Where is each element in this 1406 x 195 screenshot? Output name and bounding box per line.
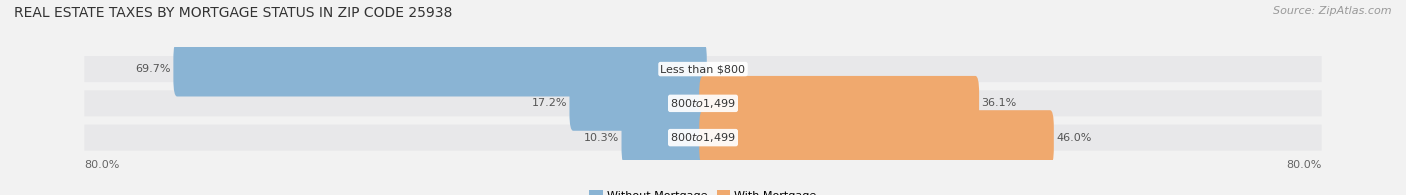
- Text: 10.3%: 10.3%: [583, 133, 619, 143]
- Text: 80.0%: 80.0%: [1286, 160, 1322, 170]
- FancyBboxPatch shape: [84, 56, 1322, 82]
- FancyBboxPatch shape: [173, 42, 707, 97]
- Text: Source: ZipAtlas.com: Source: ZipAtlas.com: [1274, 6, 1392, 16]
- Text: Less than $800: Less than $800: [661, 64, 745, 74]
- FancyBboxPatch shape: [699, 110, 1054, 165]
- Text: 46.0%: 46.0%: [1056, 133, 1091, 143]
- Legend: Without Mortgage, With Mortgage: Without Mortgage, With Mortgage: [585, 186, 821, 195]
- Text: $800 to $1,499: $800 to $1,499: [671, 131, 735, 144]
- FancyBboxPatch shape: [621, 110, 707, 165]
- Text: 36.1%: 36.1%: [981, 98, 1017, 108]
- Text: $800 to $1,499: $800 to $1,499: [671, 97, 735, 110]
- FancyBboxPatch shape: [699, 76, 979, 131]
- FancyBboxPatch shape: [84, 90, 1322, 116]
- Text: 69.7%: 69.7%: [135, 64, 172, 74]
- Text: 80.0%: 80.0%: [84, 160, 120, 170]
- Text: REAL ESTATE TAXES BY MORTGAGE STATUS IN ZIP CODE 25938: REAL ESTATE TAXES BY MORTGAGE STATUS IN …: [14, 6, 453, 20]
- FancyBboxPatch shape: [84, 125, 1322, 151]
- Text: 17.2%: 17.2%: [531, 98, 567, 108]
- FancyBboxPatch shape: [569, 76, 707, 131]
